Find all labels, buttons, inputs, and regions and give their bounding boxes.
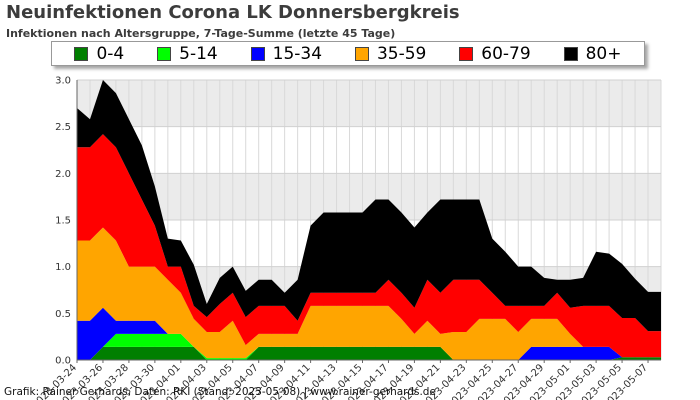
legend-swatch-5-14 xyxy=(157,46,172,61)
legend-item-80-plus: 80+ xyxy=(563,43,622,64)
legend-swatch-0-4 xyxy=(74,46,89,61)
area-series-35-59 xyxy=(77,227,661,360)
legend-swatch-80-plus xyxy=(563,46,578,61)
legend-item-15-34: 15-34 xyxy=(250,43,323,64)
chart-subtitle: Infektionen nach Altersgruppe, 7-Tage-Su… xyxy=(6,27,396,40)
legend-item-35-59: 35-59 xyxy=(354,43,427,64)
legend-label-35-59: 35-59 xyxy=(376,43,427,64)
y-tick-label: 1.0 xyxy=(55,262,71,273)
grid-band xyxy=(77,80,661,127)
legend-label-60-79: 60-79 xyxy=(481,43,531,64)
area-series-15-34 xyxy=(77,307,661,360)
legend-item-0-4: 0-4 xyxy=(74,44,124,64)
area-series-5-14 xyxy=(77,333,661,360)
legend-item-5-14: 5-14 xyxy=(157,44,218,64)
y-tick-label: 3.0 xyxy=(55,76,71,87)
chart-legend: 0-4 5-14 15-34 35-59 60-79 80+ xyxy=(51,41,645,66)
chart-title: Neuinfektionen Corona LK Donnersbergkrei… xyxy=(6,2,460,23)
legend-label-5-14: 5-14 xyxy=(179,43,218,64)
y-tick-label: 0.0 xyxy=(55,356,71,367)
legend-label-15-34: 15-34 xyxy=(272,43,323,64)
legend-swatch-35-59 xyxy=(354,46,369,61)
legend-label-0-4: 0-4 xyxy=(96,43,125,64)
legend-swatch-60-79 xyxy=(459,46,474,61)
area-series-80-plus xyxy=(77,80,661,332)
y-tick-label: 2.5 xyxy=(55,122,71,133)
legend-item-60-79: 60-79 xyxy=(459,43,531,64)
y-tick-label: 2.0 xyxy=(55,169,71,180)
chart-credit: Grafik: Rainer Gerhards, Daten: RKI (Sta… xyxy=(4,386,436,398)
legend-label-80-plus: 80+ xyxy=(585,43,622,64)
area-series-60-79 xyxy=(77,134,661,358)
y-tick-label: 0.5 xyxy=(55,309,71,320)
area-series-0-4 xyxy=(77,346,661,360)
legend-swatch-15-34 xyxy=(250,46,265,61)
y-tick-label: 1.5 xyxy=(55,216,71,227)
